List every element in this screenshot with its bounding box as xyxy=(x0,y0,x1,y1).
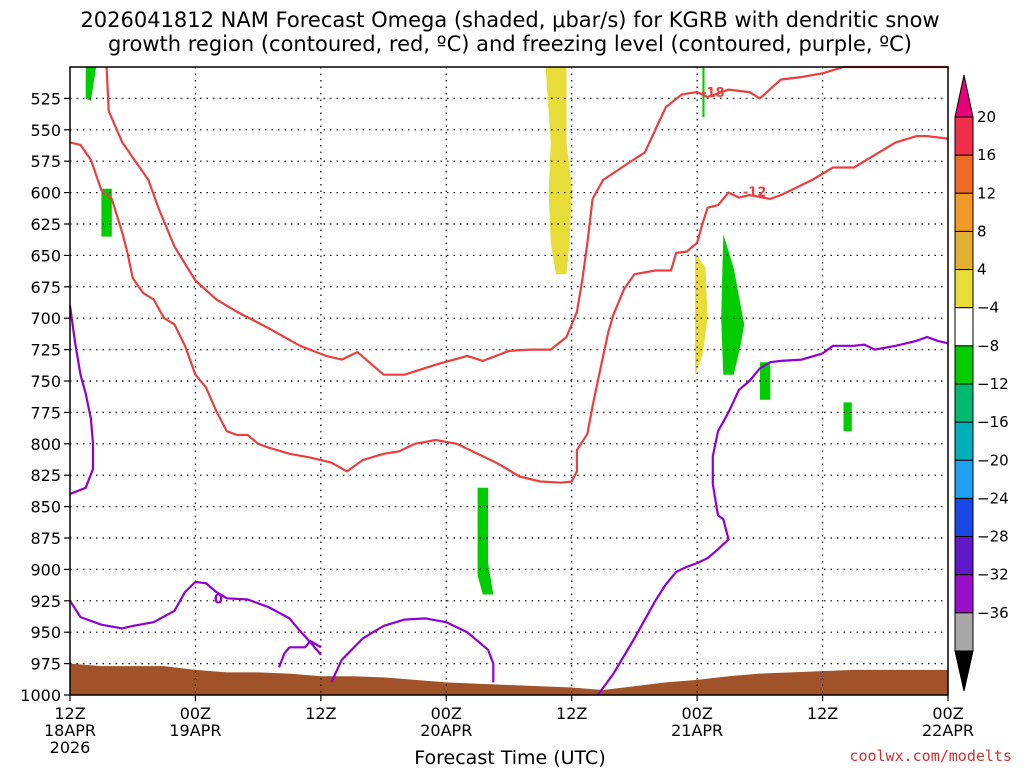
colorbar-swatch-3 xyxy=(954,230,974,271)
y-tick-label: 675 xyxy=(30,278,61,297)
y-tick-label: 800 xyxy=(30,435,61,454)
colorbar-label: −36 xyxy=(977,604,1009,622)
y-tick-label: 525 xyxy=(30,89,61,108)
x-tick-label: 18APR xyxy=(44,721,96,740)
x-tick-label: 12Z xyxy=(54,704,85,723)
omega-region-0 xyxy=(85,67,97,101)
colorbar-label: −16 xyxy=(977,413,1009,431)
omega-region-3 xyxy=(702,67,705,118)
colorbar-swatch-5 xyxy=(954,307,974,347)
y-tick-label: 725 xyxy=(30,341,61,360)
plot-area xyxy=(70,67,948,695)
y-tick-label: 875 xyxy=(30,529,61,548)
x-tick-label: 21APR xyxy=(671,721,723,740)
y-tick-label: 600 xyxy=(30,184,61,203)
colorbar-label: −8 xyxy=(977,337,999,355)
colorbar-label: 16 xyxy=(977,146,996,164)
colorbar-swatch-0 xyxy=(954,116,974,156)
colorbar-swatch-4 xyxy=(954,269,974,309)
colorbar-label: −20 xyxy=(977,451,1009,469)
credit-link[interactable]: coolwx.com/modelts xyxy=(849,747,1012,765)
colorbar-swatch-10 xyxy=(954,497,974,538)
y-tick-label: 950 xyxy=(30,623,61,642)
omega-region-7 xyxy=(477,487,494,595)
colorbar-swatch-13 xyxy=(954,612,974,652)
colorbar: 20 16 12 8 4 −4 −8 −12 −16 −20 −24 −28 −32 −36 xyxy=(954,74,1009,692)
colorbar-swatch-7 xyxy=(954,383,974,423)
y-tick-label: 775 xyxy=(30,403,61,422)
contour-4 xyxy=(277,639,322,668)
colorbar-bottom-arrow xyxy=(954,650,974,692)
x-tick-label: 00Z xyxy=(180,704,211,723)
contour-6 xyxy=(596,335,949,696)
colorbar-label: −12 xyxy=(977,375,1009,393)
omega-region-8 xyxy=(843,402,852,432)
omega-region-5 xyxy=(721,234,745,375)
y-tick-label: 1000 xyxy=(20,686,61,705)
colorbar-swatch-6 xyxy=(954,345,974,385)
colorbar-label: 8 xyxy=(977,222,987,240)
contour-0 xyxy=(105,65,948,376)
colorbar-label: 20 xyxy=(977,108,996,126)
contour-1 xyxy=(69,135,949,484)
contour-2 xyxy=(68,305,95,496)
contour-5 xyxy=(330,617,495,683)
contour-labels: -18 -12 0 xyxy=(214,86,766,607)
colorbar-swatch-9 xyxy=(954,459,974,499)
contour-label-0: -18 xyxy=(701,86,725,101)
colorbar-swatch-11 xyxy=(954,536,974,576)
omega-region-6 xyxy=(759,362,771,400)
omega-region-1 xyxy=(101,188,112,237)
contour-label-2: 0 xyxy=(214,592,223,607)
chart-title-line1: 2026041812 NAM Forecast Omega (shaded, μ… xyxy=(80,8,939,32)
x-tick-label: 12Z xyxy=(305,704,336,723)
y-tick-label: 925 xyxy=(30,592,61,611)
colorbar-label: −28 xyxy=(977,528,1009,546)
x-tick-label: 19APR xyxy=(169,721,221,740)
y-tick-label: 625 xyxy=(30,215,61,234)
omega-region-2 xyxy=(545,67,572,275)
y-tick-label: 900 xyxy=(30,560,61,579)
y-tick-label: 550 xyxy=(30,121,61,140)
colorbar-swatch-2 xyxy=(954,192,974,232)
y-tick-label: 575 xyxy=(30,152,61,171)
colorbar-label: −32 xyxy=(977,566,1009,584)
grid xyxy=(70,67,948,695)
y-tick-label: 825 xyxy=(30,466,61,485)
x-tick-label: 20APR xyxy=(420,721,472,740)
y-tick-label: 750 xyxy=(30,372,61,391)
y-tick-label: 850 xyxy=(30,498,61,517)
x-tick-label: 12Z xyxy=(556,704,587,723)
x-tick-label: 00Z xyxy=(681,704,712,723)
y-tick-label: 650 xyxy=(30,246,61,265)
contour-label-1: -12 xyxy=(743,185,767,200)
colorbar-label: −4 xyxy=(977,299,999,317)
x-tick-label: 12Z xyxy=(807,704,838,723)
x-tick-label: 22APR xyxy=(922,721,974,740)
y-tick-label: 975 xyxy=(30,655,61,674)
colorbar-label: 4 xyxy=(977,261,987,279)
x-tick-label: 2026 xyxy=(50,738,91,757)
plot-background xyxy=(70,67,948,695)
colorbar-swatch-8 xyxy=(954,421,974,461)
y-tick-label: 700 xyxy=(30,309,61,328)
contours xyxy=(68,65,949,696)
terrain-ground xyxy=(70,663,948,695)
contour-3 xyxy=(69,580,322,656)
colorbar-label: 12 xyxy=(977,184,996,202)
colorbar-swatch-12 xyxy=(954,574,974,614)
x-tick-label: 00Z xyxy=(431,704,462,723)
colorbar-top-arrow xyxy=(954,74,974,118)
y-axis-pressure: 525 550 575 600 625 650 675 700 725 750 775 800 825 8… xyxy=(20,89,70,705)
chart-title-line2: growth region (contoured, red, ºC) and f… xyxy=(108,32,912,56)
x-tick-label: 00Z xyxy=(932,704,963,723)
omega-region-4 xyxy=(695,252,708,375)
colorbar-label: −24 xyxy=(977,489,1009,507)
colorbar-swatch-1 xyxy=(954,154,974,194)
x-axis-label: Forecast Time (UTC) xyxy=(414,747,605,768)
